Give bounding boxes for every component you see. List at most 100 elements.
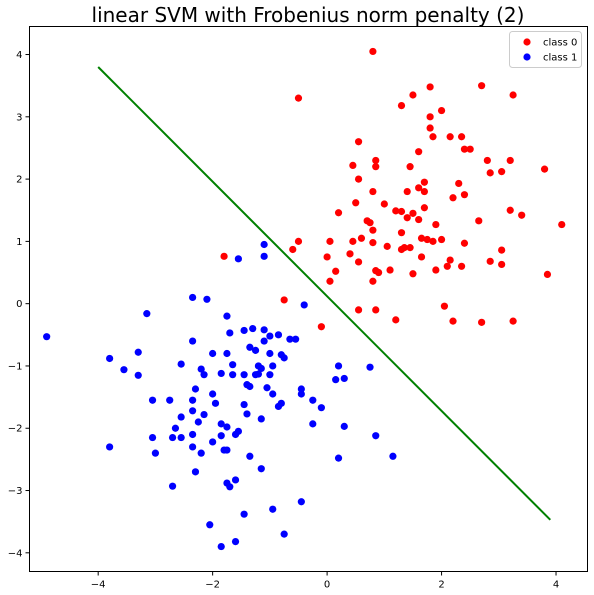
data-point-class-0 (455, 179, 463, 188)
data-point-class-0 (349, 237, 357, 245)
data-point-class-1 (280, 530, 288, 538)
data-point-class-1 (217, 432, 225, 440)
y-tick-label: −1 (8, 361, 23, 372)
data-point-class-0 (426, 83, 434, 91)
data-point-class-1 (249, 324, 257, 333)
data-point-class-1 (269, 362, 277, 370)
data-point-class-1 (200, 410, 208, 419)
data-point-class-0 (420, 178, 428, 186)
data-point-class-0 (372, 306, 380, 314)
data-point-class-0 (506, 156, 514, 165)
data-point-class-1 (257, 364, 265, 373)
data-point-class-0 (498, 168, 506, 176)
data-point-class-1 (189, 293, 197, 302)
data-point-class-1 (168, 482, 177, 490)
data-point-class-0 (280, 296, 288, 304)
data-point-class-0 (446, 133, 454, 141)
legend-label-class-1: class 1 (543, 53, 577, 64)
data-point-class-0 (440, 302, 449, 310)
x-tick-label: 2 (438, 580, 444, 591)
data-point-class-0 (415, 148, 423, 156)
data-point-class-0 (437, 106, 446, 115)
data-point-class-0 (334, 209, 343, 217)
data-point-class-1 (209, 390, 217, 398)
y-tick-label: 4 (16, 50, 22, 61)
y-tick-label: −2 (8, 424, 23, 435)
y-tick-label: −4 (8, 548, 23, 559)
legend-marker-class-1 (523, 53, 531, 61)
data-point-class-1 (260, 337, 268, 345)
data-point-class-1 (334, 362, 343, 370)
data-point-class-0 (540, 165, 549, 173)
data-point-class-0 (518, 211, 526, 219)
data-point-class-1 (243, 410, 251, 418)
data-point-class-0 (380, 200, 388, 208)
data-point-class-0 (354, 138, 363, 146)
data-point-class-0 (486, 169, 494, 177)
data-point-class-1 (191, 385, 200, 393)
data-point-class-1 (286, 335, 294, 343)
data-point-class-0 (437, 235, 446, 244)
data-point-class-0 (543, 270, 552, 278)
data-point-class-0 (397, 102, 406, 110)
data-point-class-0 (317, 323, 325, 331)
data-point-class-0 (460, 239, 469, 247)
data-point-class-0 (332, 267, 340, 275)
data-point-class-0 (369, 187, 377, 196)
data-point-class-1 (266, 332, 274, 340)
data-point-class-1 (217, 542, 225, 551)
data-point-class-0 (506, 206, 514, 214)
legend: class 0 class 1 (509, 31, 582, 68)
x-tick-label: −2 (205, 580, 220, 591)
data-point-class-0 (392, 207, 400, 215)
data-point-class-0 (349, 161, 357, 169)
x-axis: −4 −2 0 2 4 (91, 571, 559, 591)
data-point-class-0 (403, 187, 411, 196)
series-class-0 (220, 47, 566, 331)
data-point-class-0 (346, 250, 354, 258)
data-point-class-1 (332, 376, 340, 384)
data-point-class-0 (397, 207, 406, 216)
data-point-class-1 (246, 452, 254, 460)
data-point-class-1 (120, 366, 128, 374)
data-point-class-0 (460, 191, 469, 199)
data-point-class-0 (392, 316, 400, 324)
data-point-class-1 (240, 326, 248, 335)
data-point-class-1 (229, 371, 237, 379)
data-point-class-0 (409, 209, 417, 217)
data-point-class-1 (223, 423, 231, 431)
data-point-class-1 (280, 354, 288, 362)
data-point-class-1 (300, 301, 308, 309)
data-point-class-1 (309, 420, 317, 428)
data-point-class-0 (509, 91, 517, 99)
data-point-class-1 (266, 349, 274, 358)
data-point-class-1 (340, 374, 348, 383)
data-point-class-1 (189, 443, 197, 451)
data-point-class-0 (423, 235, 431, 244)
data-point-class-1 (372, 432, 380, 440)
data-point-class-1 (171, 424, 180, 432)
data-point-class-0 (383, 242, 391, 250)
data-point-class-1 (177, 413, 185, 421)
data-point-class-0 (409, 91, 417, 99)
data-point-class-1 (240, 400, 248, 409)
data-point-class-1 (240, 371, 248, 379)
data-point-class-0 (415, 184, 423, 192)
plot-area (43, 47, 566, 551)
data-point-class-0 (289, 245, 297, 254)
data-point-class-0 (417, 253, 426, 261)
data-point-class-1 (177, 360, 185, 368)
data-point-class-0 (420, 204, 428, 212)
data-point-class-0 (460, 145, 469, 153)
data-point-class-1 (197, 449, 205, 457)
data-point-class-0 (352, 199, 360, 207)
data-point-class-1 (217, 420, 225, 428)
data-point-class-0 (220, 252, 228, 260)
data-point-class-0 (426, 124, 434, 132)
data-point-class-1 (226, 329, 234, 337)
data-point-class-1 (209, 349, 217, 358)
data-point-class-0 (386, 266, 394, 274)
data-point-class-0 (486, 257, 494, 265)
data-point-class-0 (406, 163, 414, 171)
data-point-class-0 (406, 244, 414, 252)
